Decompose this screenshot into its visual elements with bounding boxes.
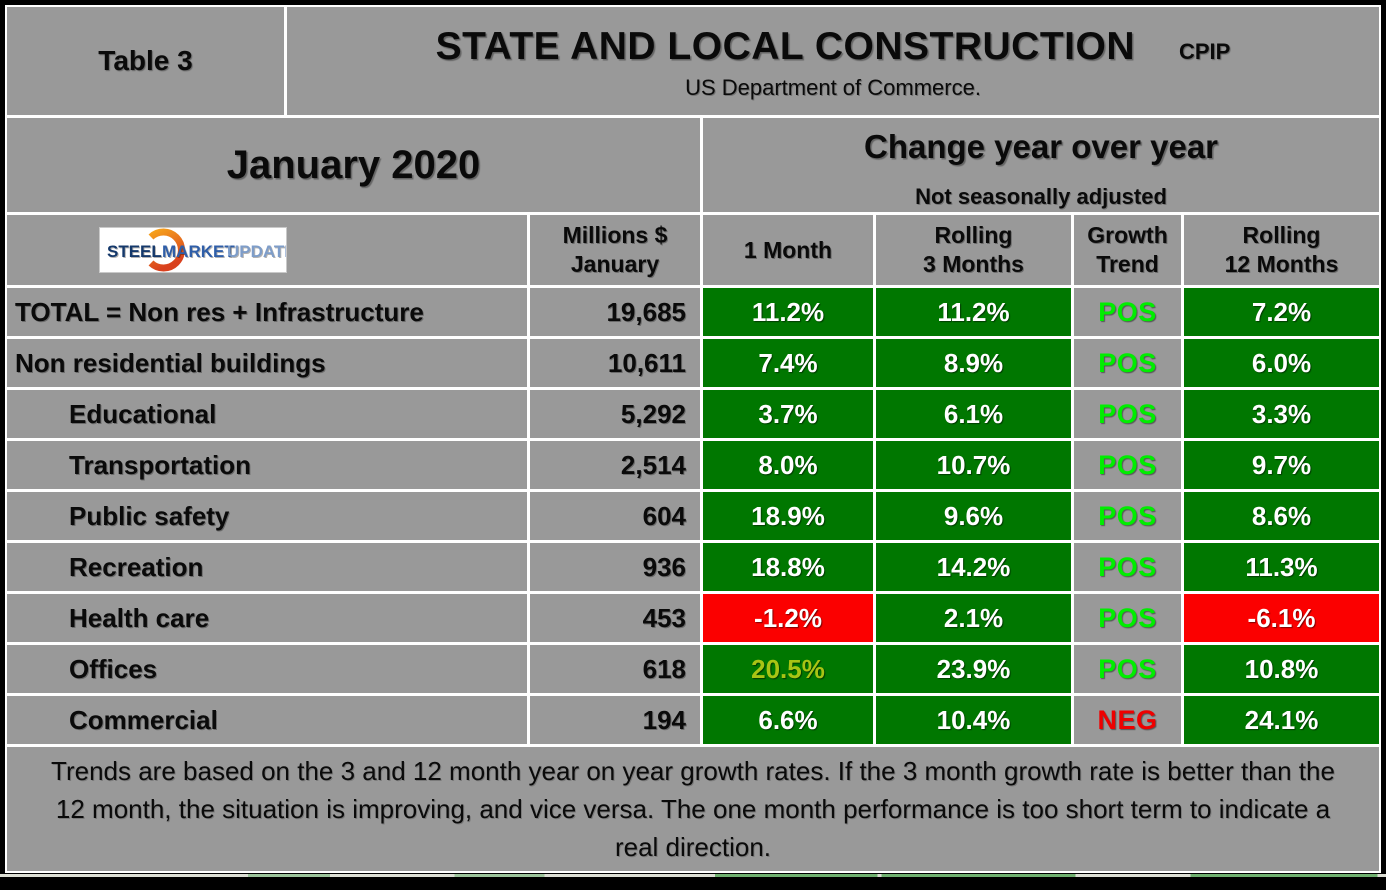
row-1month-value: 20.5% xyxy=(703,645,873,693)
row-rolling12-value: 3.3% xyxy=(1184,390,1379,438)
column-header-millions-line2: January xyxy=(570,251,660,277)
column-header-rolling12: Rolling 12 Months xyxy=(1184,215,1379,285)
column-header-millions-line1: Millions $ xyxy=(562,222,668,249)
row-rolling3-value: 23.9% xyxy=(876,645,1071,693)
logo-word-market: MARKET xyxy=(162,242,235,261)
title-code: CPIP xyxy=(1179,39,1231,64)
row-millions: 5,292 xyxy=(530,390,700,438)
row-1month-value: 3.7% xyxy=(703,390,873,438)
row-1month-value: 6.6% xyxy=(703,696,873,744)
row-growth-trend: POS xyxy=(1074,543,1181,591)
column-header-growth-trend: Growth Trend xyxy=(1074,215,1181,285)
row-1month-value: -1.2% xyxy=(703,594,873,642)
row-1month-value: 8.0% xyxy=(703,441,873,489)
row-growth-trend: POS xyxy=(1074,339,1181,387)
row-rolling3-value: 10.7% xyxy=(876,441,1071,489)
row-rolling3-value: 10.4% xyxy=(876,696,1071,744)
row-label: Health care xyxy=(7,594,527,642)
row-rolling12-value: 9.7% xyxy=(1184,441,1379,489)
row-millions: 936 xyxy=(530,543,700,591)
row-label: Transportation xyxy=(7,441,527,489)
row-rolling12-value: -6.1% xyxy=(1184,594,1379,642)
column-header-trend-line1: Growth xyxy=(1087,222,1168,249)
row-rolling12-value: 24.1% xyxy=(1184,696,1379,744)
row-growth-trend: POS xyxy=(1074,441,1181,489)
column-header-millions: Millions $ January xyxy=(530,215,700,285)
row-rolling12-value: 7.2% xyxy=(1184,288,1379,336)
row-millions: 2,514 xyxy=(530,441,700,489)
column-header-rolling3: Rolling 3 Months xyxy=(876,215,1071,285)
column-header-rolling3-line1: Rolling xyxy=(934,222,1013,249)
logo-cell: STEEL MARKET UPDATE xyxy=(7,215,527,285)
footer-note: Trends are based on the 3 and 12 month y… xyxy=(51,756,1335,862)
row-rolling3-value: 2.1% xyxy=(876,594,1071,642)
row-1month-value: 18.9% xyxy=(703,492,873,540)
cutoff-next-row-sliver xyxy=(0,874,1386,877)
row-growth-trend: POS xyxy=(1074,288,1181,336)
page-title: STATE AND LOCAL CONSTRUCTION xyxy=(435,25,1135,68)
row-rolling12-value: 10.8% xyxy=(1184,645,1379,693)
row-rolling3-value: 14.2% xyxy=(876,543,1071,591)
row-label: Recreation xyxy=(7,543,527,591)
row-rolling12-value: 6.0% xyxy=(1184,339,1379,387)
data-rows: TOTAL = Non res + Infrastructure 19,685 … xyxy=(7,288,1379,744)
row-label: Non residential buildings xyxy=(7,339,527,387)
footer-band: Trends are based on the 3 and 12 month y… xyxy=(7,747,1379,871)
row-rolling3-value: 9.6% xyxy=(876,492,1071,540)
row-growth-trend: POS xyxy=(1074,594,1181,642)
row-millions: 194 xyxy=(530,696,700,744)
column-header-row: STEEL MARKET UPDATE Millions $ January 1… xyxy=(7,215,1379,285)
row-rolling3-value: 8.9% xyxy=(876,339,1071,387)
row-label: Public safety xyxy=(7,492,527,540)
steel-market-update-logo: STEEL MARKET UPDATE xyxy=(100,228,296,272)
column-header-1month: 1 Month xyxy=(703,215,873,285)
column-header-rolling12-line2: 12 Months xyxy=(1224,251,1339,277)
row-rolling12-value: 11.3% xyxy=(1184,543,1379,591)
title-band: Table 3 STATE AND LOCAL CONSTRUCTION CPI… xyxy=(7,7,1379,115)
row-growth-trend: POS xyxy=(1074,645,1181,693)
title-cell: STATE AND LOCAL CONSTRUCTION CPIP US Dep… xyxy=(287,7,1379,115)
table-content: Table 3 STATE AND LOCAL CONSTRUCTION CPI… xyxy=(7,7,1379,871)
row-growth-trend: NEG xyxy=(1074,696,1181,744)
row-growth-trend: POS xyxy=(1074,492,1181,540)
column-header-1month-label: 1 Month xyxy=(743,236,833,263)
table-number: Table 3 xyxy=(7,7,284,115)
title-subtitle: US Department of Commerce. xyxy=(685,75,981,100)
row-rolling3-value: 11.2% xyxy=(876,288,1071,336)
row-millions: 453 xyxy=(530,594,700,642)
row-growth-trend: POS xyxy=(1074,390,1181,438)
row-millions: 618 xyxy=(530,645,700,693)
row-rolling12-value: 8.6% xyxy=(1184,492,1379,540)
row-millions: 604 xyxy=(530,492,700,540)
row-millions: 19,685 xyxy=(530,288,700,336)
table-frame: Table 3 STATE AND LOCAL CONSTRUCTION CPI… xyxy=(5,5,1381,873)
logo-crescent-icon xyxy=(148,228,185,272)
row-1month-value: 7.4% xyxy=(703,339,873,387)
row-label: Educational xyxy=(7,390,527,438)
period-band: January 2020 Change year over year Not s… xyxy=(7,118,1379,212)
title-line: STATE AND LOCAL CONSTRUCTION CPIP xyxy=(436,25,1231,69)
change-title: Change year over year xyxy=(863,128,1219,165)
column-header-rolling3-line2: 3 Months xyxy=(923,251,1024,277)
change-note: Not seasonally adjusted xyxy=(915,184,1167,209)
row-1month-value: 18.8% xyxy=(703,543,873,591)
logo-graphic: STEEL MARKET UPDATE xyxy=(107,228,296,272)
row-label: Commercial xyxy=(7,696,527,744)
period-label: January 2020 xyxy=(7,118,700,212)
row-label: Offices xyxy=(7,645,527,693)
row-millions: 10,611 xyxy=(530,339,700,387)
change-header-cell: Change year over year Not seasonally adj… xyxy=(703,118,1379,212)
row-1month-value: 11.2% xyxy=(703,288,873,336)
column-header-trend-line2: Trend xyxy=(1096,251,1159,277)
column-header-rolling12-line1: Rolling xyxy=(1242,222,1321,249)
logo-word-steel: STEEL xyxy=(107,242,162,261)
row-rolling3-value: 6.1% xyxy=(876,390,1071,438)
row-label: TOTAL = Non res + Infrastructure xyxy=(7,288,527,336)
logo-word-update: UPDATE xyxy=(227,242,286,261)
